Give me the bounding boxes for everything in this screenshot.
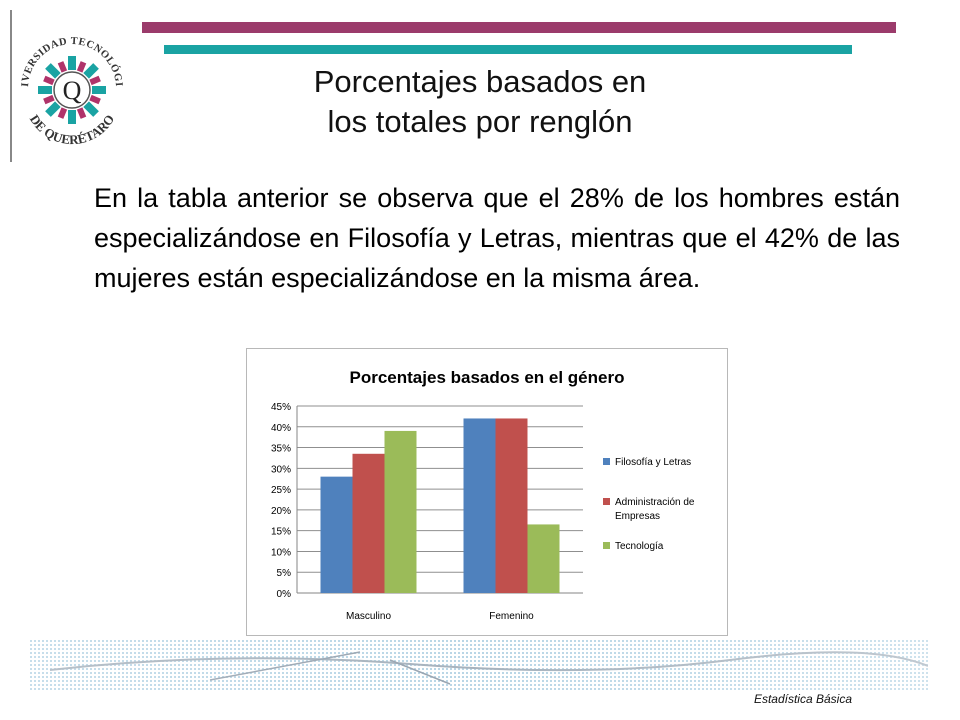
logo-center-letter: Q: [63, 76, 82, 105]
y-tick-label: 15%: [271, 527, 291, 538]
legend-entry: Administración de Empresas: [615, 497, 695, 522]
y-tick-label: 30%: [271, 464, 291, 475]
y-tick-label: 45%: [271, 402, 291, 413]
university-logo: UNIVERSIDAD TECNOLÓGICA DE QUERÉTARO: [10, 10, 134, 162]
bar-femenino-0: [464, 418, 496, 593]
legend-swatch: [603, 458, 610, 465]
legend-swatch: [603, 542, 610, 549]
y-tick-label: 40%: [271, 423, 291, 434]
accent-bar-purple: [142, 22, 896, 33]
bar-masculino-0: [321, 477, 353, 593]
legend-entry: Filosofía y Letras: [615, 457, 691, 468]
footer-label: Estadística Básica: [754, 692, 852, 706]
bar-chart: Porcentajes basados en el género 0% 5% 10%…: [247, 349, 727, 635]
bar-femenino-1: [496, 418, 528, 593]
slide-title-line1: Porcentajes basados en: [250, 62, 710, 102]
y-tick-label: 25%: [271, 485, 291, 496]
y-tick-label: 35%: [271, 444, 291, 455]
bar-masculino-2: [385, 431, 417, 593]
chart-frame: Porcentajes basados en el género 0% 5% 10%…: [246, 348, 728, 636]
footer-decoration: [30, 640, 928, 690]
y-tick-label: 10%: [271, 547, 291, 558]
accent-bar-teal: [164, 45, 852, 54]
slide-title: Porcentajes basados en los totales por r…: [250, 62, 710, 142]
bar-femenino-2: [528, 524, 560, 593]
y-tick-label: 20%: [271, 506, 291, 517]
slide-title-line2: los totales por renglón: [250, 102, 710, 142]
bar-masculino-1: [353, 454, 385, 593]
y-tick-label: 0%: [277, 589, 292, 600]
body-paragraph: En la tabla anterior se observa que el 2…: [94, 178, 900, 298]
y-tick-label: 5%: [277, 568, 292, 579]
x-category-label: Masculino: [346, 611, 391, 622]
x-category-label: Femenino: [489, 611, 534, 622]
legend-swatch: [603, 498, 610, 505]
legend-entry: Tecnología: [615, 541, 664, 552]
chart-title: Porcentajes basados en el género: [350, 368, 625, 387]
